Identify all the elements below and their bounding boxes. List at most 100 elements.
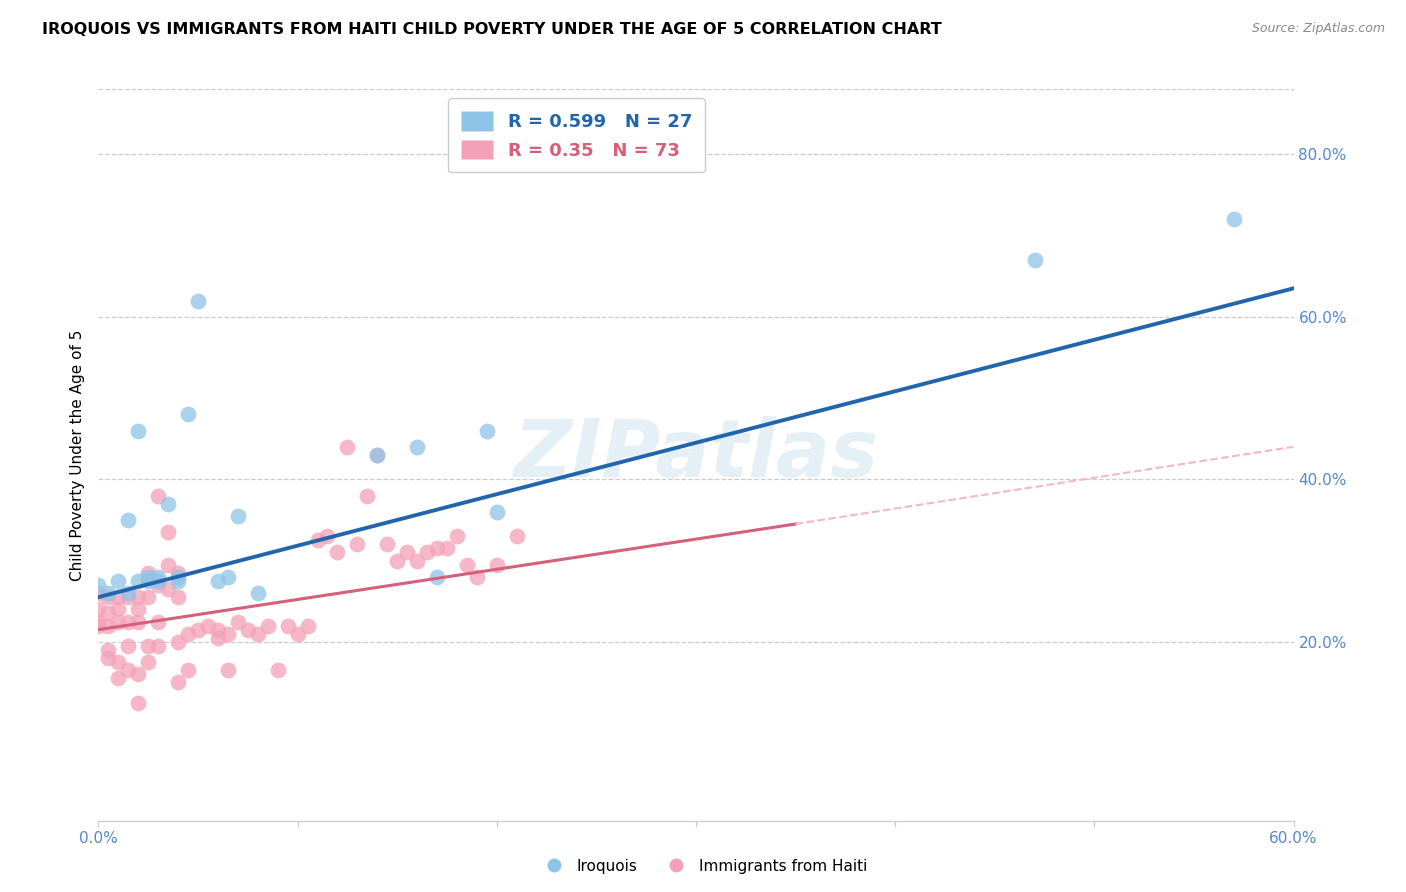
Point xyxy=(396,545,419,559)
Point xyxy=(148,489,170,503)
Point xyxy=(217,663,239,677)
Y-axis label: Child Poverty Under the Age of 5: Child Poverty Under the Age of 5 xyxy=(69,329,84,581)
Point xyxy=(127,615,149,629)
Point xyxy=(117,513,139,527)
Point xyxy=(217,570,239,584)
Point xyxy=(107,590,129,604)
Point xyxy=(117,615,139,629)
Point xyxy=(107,672,129,686)
Point xyxy=(287,626,309,640)
Point xyxy=(97,590,120,604)
Point xyxy=(107,615,129,629)
Point xyxy=(336,440,359,454)
Point xyxy=(167,590,190,604)
Text: Source: ZipAtlas.com: Source: ZipAtlas.com xyxy=(1251,22,1385,36)
Point xyxy=(167,566,190,580)
Point xyxy=(406,440,429,454)
Point xyxy=(117,663,139,677)
Point xyxy=(375,537,398,551)
Point xyxy=(465,570,488,584)
Point xyxy=(167,675,190,690)
Point xyxy=(107,655,129,669)
Point xyxy=(406,553,429,567)
Point xyxy=(207,574,229,588)
Text: ZIPatlas: ZIPatlas xyxy=(513,416,879,494)
Legend: Iroquois, Immigrants from Haiti: Iroquois, Immigrants from Haiti xyxy=(533,853,873,880)
Point xyxy=(157,497,180,511)
Point xyxy=(97,643,120,657)
Point xyxy=(416,545,439,559)
Point xyxy=(217,626,239,640)
Point xyxy=(97,651,120,665)
Point xyxy=(148,570,170,584)
Point xyxy=(356,489,378,503)
Point xyxy=(157,582,180,596)
Legend: R = 0.599   N = 27, R = 0.35   N = 73: R = 0.599 N = 27, R = 0.35 N = 73 xyxy=(449,98,704,172)
Point xyxy=(127,590,149,604)
Point xyxy=(148,639,170,653)
Point xyxy=(207,623,229,637)
Point xyxy=(226,615,249,629)
Point xyxy=(136,574,159,588)
Point xyxy=(148,574,170,588)
Point xyxy=(87,618,110,632)
Point xyxy=(117,586,139,600)
Point xyxy=(366,448,388,462)
Point xyxy=(1024,252,1046,267)
Point xyxy=(187,293,209,308)
Point xyxy=(446,529,468,543)
Point xyxy=(97,618,120,632)
Point xyxy=(127,696,149,710)
Point xyxy=(426,570,449,584)
Point xyxy=(256,618,278,632)
Point xyxy=(426,541,449,556)
Point xyxy=(267,663,290,677)
Point xyxy=(485,558,508,572)
Point xyxy=(97,586,120,600)
Point xyxy=(485,505,508,519)
Point xyxy=(207,631,229,645)
Point xyxy=(136,566,159,580)
Point xyxy=(177,663,200,677)
Point xyxy=(107,574,129,588)
Point xyxy=(366,448,388,462)
Point xyxy=(167,635,190,649)
Point xyxy=(277,618,299,632)
Point xyxy=(148,615,170,629)
Point xyxy=(87,602,110,616)
Point xyxy=(297,618,319,632)
Point xyxy=(157,558,180,572)
Point xyxy=(197,618,219,632)
Point xyxy=(136,570,159,584)
Point xyxy=(475,424,498,438)
Point xyxy=(326,545,349,559)
Point xyxy=(136,639,159,653)
Point xyxy=(307,533,329,548)
Point xyxy=(187,623,209,637)
Point xyxy=(177,626,200,640)
Point xyxy=(385,553,409,567)
Text: IROQUOIS VS IMMIGRANTS FROM HAITI CHILD POVERTY UNDER THE AGE OF 5 CORRELATION C: IROQUOIS VS IMMIGRANTS FROM HAITI CHILD … xyxy=(42,22,942,37)
Point xyxy=(456,558,478,572)
Point xyxy=(246,586,269,600)
Point xyxy=(87,578,110,592)
Point xyxy=(346,537,368,551)
Point xyxy=(127,574,149,588)
Point xyxy=(127,602,149,616)
Point xyxy=(136,590,159,604)
Point xyxy=(117,639,139,653)
Point xyxy=(177,407,200,421)
Point xyxy=(436,541,458,556)
Point xyxy=(127,424,149,438)
Point xyxy=(148,578,170,592)
Point xyxy=(127,667,149,681)
Point xyxy=(1223,212,1246,227)
Point xyxy=(157,525,180,540)
Point xyxy=(226,508,249,523)
Point xyxy=(87,586,110,600)
Point xyxy=(87,615,110,629)
Point xyxy=(506,529,529,543)
Point xyxy=(167,570,190,584)
Point xyxy=(246,626,269,640)
Point xyxy=(117,590,139,604)
